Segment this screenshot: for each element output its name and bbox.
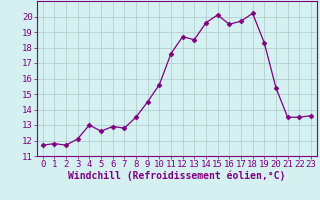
X-axis label: Windchill (Refroidissement éolien,°C): Windchill (Refroidissement éolien,°C) — [68, 171, 285, 181]
